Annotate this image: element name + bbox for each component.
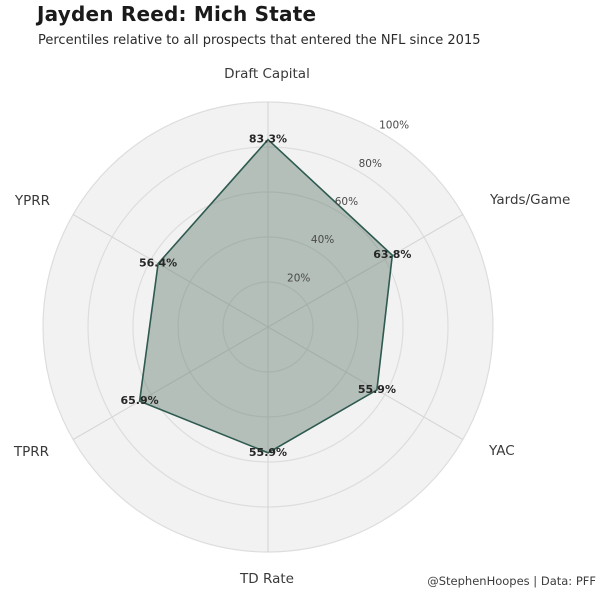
- axis-label: YPRR: [14, 193, 50, 209]
- chart-title: Jayden Reed: Mich State: [37, 2, 317, 26]
- value-label: 63.8%: [373, 248, 411, 261]
- radial-tick-label: 100%: [379, 120, 409, 132]
- radial-tick-label: 40%: [311, 234, 334, 246]
- axis-spoke: [267, 214, 464, 328]
- value-label: 55.9%: [249, 446, 287, 459]
- value-label: 83.3%: [249, 133, 287, 146]
- axis-spoke: [72, 326, 269, 440]
- value-label: 55.9%: [358, 383, 396, 396]
- axis-label: Yards/Game: [489, 192, 570, 208]
- value-label: 65.9%: [121, 394, 159, 407]
- axis-label: YAC: [488, 443, 515, 459]
- data-polygon: [138, 138, 394, 454]
- axis-label: TD Rate: [239, 571, 294, 587]
- chart-subtitle: Percentiles relative to all prospects th…: [38, 33, 481, 48]
- radial-tick-label: 20%: [287, 272, 310, 284]
- value-label: 56.4%: [139, 257, 177, 270]
- credit-text: @StephenHoopes | Data: PFF: [427, 574, 596, 588]
- axis-label: Draft Capital: [224, 66, 310, 82]
- axis-spoke: [267, 326, 464, 440]
- axis-label: TPRR: [13, 444, 49, 460]
- radial-tick-label: 60%: [335, 196, 358, 208]
- axis-spoke: [72, 214, 269, 328]
- radial-tick-label: 80%: [359, 158, 382, 170]
